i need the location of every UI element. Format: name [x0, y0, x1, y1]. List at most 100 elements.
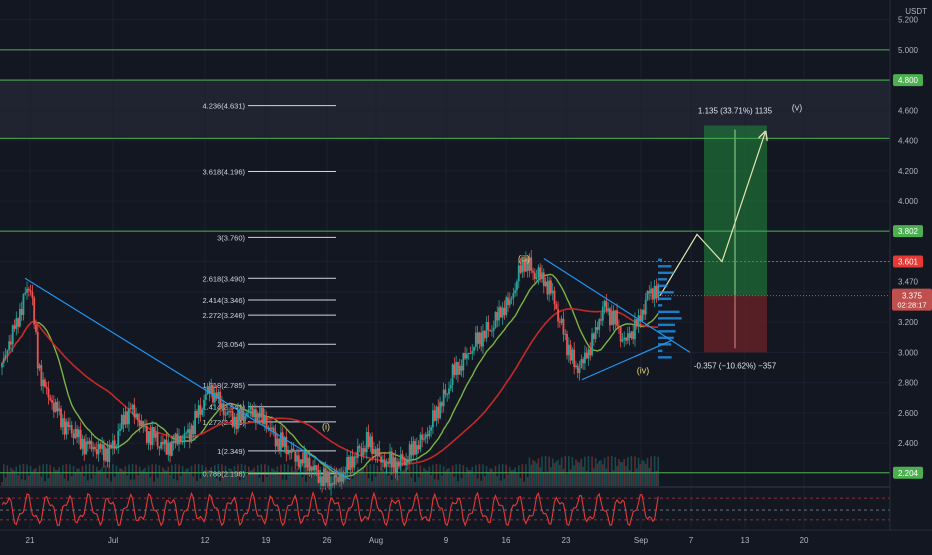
- candle-body: [562, 318, 565, 335]
- candle-body: [632, 331, 635, 340]
- volume-bar: [587, 456, 590, 486]
- candle-body: [623, 337, 626, 340]
- candle-body: [517, 265, 520, 282]
- volume-bar: [314, 467, 316, 486]
- volume-bar: [634, 456, 636, 486]
- candle-body: [274, 431, 277, 447]
- ma-slow-line: [1, 307, 659, 465]
- candle-body: [347, 457, 350, 470]
- volume-bar: [301, 476, 304, 486]
- volume-bar: [546, 471, 549, 486]
- volume-bar: [265, 477, 268, 486]
- volume-bar: [280, 464, 282, 486]
- volume-profile-bar: [658, 336, 674, 340]
- volume-bar: [126, 475, 128, 486]
- candle-body: [106, 448, 109, 462]
- candle-body: [226, 412, 229, 415]
- volume-bar: [224, 465, 227, 486]
- volume-bar: [137, 475, 139, 486]
- volume-bar: [83, 476, 86, 486]
- candle-body: [86, 441, 89, 445]
- candle-body: [181, 440, 184, 442]
- triangle-lower-line[interactable]: [581, 339, 673, 381]
- candle-body: [600, 319, 602, 321]
- candle-body: [253, 409, 256, 418]
- candle-body: [580, 359, 583, 369]
- candle-body: [233, 416, 236, 427]
- volume-bar: [492, 471, 495, 486]
- candle-body: [188, 429, 191, 441]
- volume-bar: [206, 470, 209, 486]
- volume-bar: [628, 470, 631, 486]
- volume-bar: [535, 463, 538, 486]
- volume-bar: [571, 457, 574, 486]
- candle-body: [187, 429, 189, 433]
- volume-bar: [305, 481, 307, 486]
- volume-bar: [217, 464, 220, 486]
- volume-bar: [296, 467, 298, 486]
- volume-bar: [299, 465, 302, 486]
- candle-body: [69, 425, 71, 427]
- candle-body: [246, 412, 248, 416]
- volume-bar: [349, 464, 352, 486]
- volume-bar: [24, 480, 27, 486]
- candle-body: [262, 407, 264, 425]
- y-tick-label: 3.000: [898, 348, 919, 357]
- candle-body: [528, 257, 531, 271]
- candle-body: [403, 459, 406, 466]
- candle-body: [351, 456, 354, 468]
- red-level-badge-text: 3.601: [898, 257, 919, 266]
- volume-bar: [210, 467, 213, 486]
- volume-bar: [534, 461, 536, 486]
- level-badge-text: 2.204: [898, 469, 919, 478]
- candle-body: [42, 379, 45, 387]
- horizontal-levels[interactable]: [0, 49, 890, 474]
- candle-body: [51, 400, 53, 403]
- volume-bar: [154, 464, 157, 486]
- volume-bar: [473, 474, 475, 486]
- candle-body: [330, 483, 332, 489]
- candle-body: [222, 403, 225, 416]
- volume-bar: [469, 470, 472, 486]
- volume-bar: [147, 465, 150, 486]
- volume-bar: [537, 458, 540, 486]
- candle-body: [199, 405, 202, 415]
- volume-bar: [430, 474, 432, 486]
- volume-bar: [135, 464, 137, 486]
- candle-body: [451, 364, 454, 385]
- candle-body: [550, 280, 552, 294]
- fib-label: 0.786(2.198): [202, 470, 245, 479]
- volume-bar: [390, 480, 393, 486]
- candle-body: [560, 318, 563, 323]
- volume-bar: [580, 458, 583, 486]
- candle-body: [278, 438, 281, 451]
- volume-bar: [158, 465, 161, 486]
- candle-body: [153, 427, 155, 438]
- projection-path[interactable]: [659, 133, 765, 296]
- candle-body: [432, 410, 434, 428]
- volume-bar: [521, 464, 524, 486]
- volume-bar: [101, 467, 103, 486]
- volume-bar: [149, 477, 152, 486]
- volume-bar: [442, 466, 445, 486]
- volume-profile-bar: [658, 291, 674, 294]
- candle-body: [135, 413, 138, 417]
- descending-trendline[interactable]: [24, 277, 351, 480]
- candle-body: [301, 459, 304, 464]
- candle-body: [11, 325, 14, 345]
- long-position-tool[interactable]: 1.135 (33.71%) 1135 -0.357 (−10.62%) −357: [694, 106, 777, 370]
- volume-profile-bar: [658, 343, 672, 346]
- volume-bar: [614, 456, 617, 486]
- volume-bar: [26, 464, 28, 486]
- candle-body: [616, 310, 618, 326]
- volume-bar: [367, 478, 370, 486]
- volume-bar: [605, 468, 608, 486]
- time-axis[interactable]: 21 Jul 12 19 26 Aug 9 16 23 Sep 7 13 20: [26, 536, 809, 545]
- volume-bar: [573, 465, 575, 486]
- volume-bar: [517, 465, 520, 486]
- volume-bar: [212, 473, 214, 486]
- candle-body: [617, 325, 620, 327]
- trendline-drawings[interactable]: [24, 133, 765, 480]
